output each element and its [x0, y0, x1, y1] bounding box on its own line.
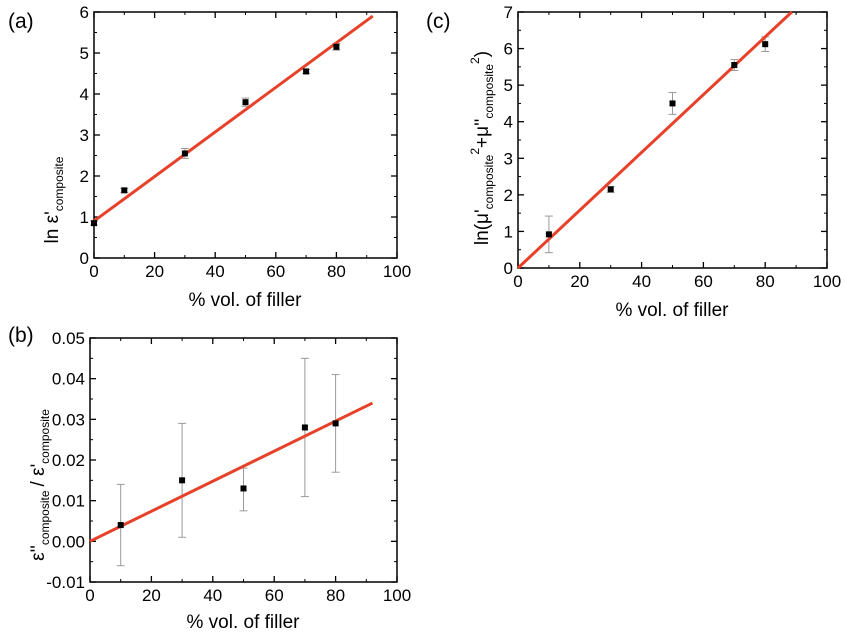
y-axis-label-b: ε''composite/ ε'composite — [28, 409, 52, 561]
y-tick-label: 6 — [504, 40, 513, 59]
x-tick-label: 100 — [813, 272, 841, 291]
y-tick-label: 7 — [504, 3, 513, 22]
panel-label-c: (c) — [426, 10, 451, 33]
x-tick-label: 100 — [383, 262, 411, 281]
fit-line — [93, 14, 374, 223]
data-point — [117, 522, 124, 529]
x-tick-label: 20 — [142, 586, 161, 605]
data-point — [91, 220, 97, 227]
x-tick-label: 0 — [89, 262, 98, 281]
x-tick-label: 80 — [326, 586, 345, 605]
fit-line — [89, 401, 374, 543]
y-tick-label: 1 — [504, 222, 513, 241]
y-tick-label: 2 — [80, 167, 89, 186]
x-tick-label: 100 — [383, 586, 411, 605]
data-point — [181, 150, 188, 157]
y-tick-label: 4 — [80, 85, 89, 104]
data-point — [242, 99, 249, 106]
x-tick-label: 0 — [513, 272, 522, 291]
chart-panel-c: (c) ln(μ'composite2+μ''composite2) % vol… — [426, 3, 841, 321]
y-tick-label: 1 — [80, 208, 89, 227]
x-tick-label: 40 — [203, 586, 222, 605]
x-axis-label-c: % vol. of filler — [616, 300, 730, 321]
y-tick-label: 0.05 — [52, 329, 85, 348]
y-tick-label: 2 — [504, 186, 513, 205]
chart-panel-b: (b) ε''composite/ ε'composite % vol. of … — [8, 324, 411, 633]
x-tick-label: 0 — [85, 586, 94, 605]
data-point — [179, 477, 186, 484]
x-tick-label: 20 — [570, 272, 589, 291]
y-tick-label: 4 — [504, 113, 513, 132]
y-axis-label-c: ln(μ'composite2+μ''composite2) — [468, 51, 496, 245]
data-point — [303, 68, 310, 75]
y-tick-label: 0.01 — [52, 492, 85, 511]
y-tick-label: 5 — [504, 76, 513, 95]
plot-frame-a — [93, 11, 398, 259]
panel-label-a: (a) — [8, 10, 34, 33]
data-point — [332, 420, 339, 427]
data-point — [762, 41, 769, 48]
x-tick-label: 40 — [206, 262, 225, 281]
y-tick-label: -0.01 — [46, 573, 85, 592]
y-tick-label: 0.03 — [52, 410, 85, 429]
data-point — [240, 485, 247, 492]
y-tick-label: 0 — [504, 259, 513, 278]
x-axis-label-a: % vol. of filler — [189, 290, 303, 311]
x-tick-label: 80 — [756, 272, 775, 291]
plot-frame-c — [517, 11, 828, 269]
x-tick-label: 60 — [265, 586, 284, 605]
data-point — [545, 231, 552, 238]
y-tick-label: 5 — [80, 44, 89, 63]
panel-label-b: (b) — [8, 324, 34, 347]
data-point — [121, 187, 128, 194]
x-tick-label: 60 — [266, 262, 285, 281]
x-tick-label: 60 — [694, 272, 713, 291]
plot-frame-b — [89, 337, 398, 583]
x-tick-label: 20 — [145, 262, 164, 281]
y-axis-label-a: ln ε'composite — [42, 156, 66, 243]
data-point — [607, 186, 614, 193]
x-tick-label: 40 — [632, 272, 651, 291]
y-tick-label: 0.00 — [52, 532, 85, 551]
y-tick-label: 6 — [80, 3, 89, 22]
data-point — [731, 62, 738, 69]
x-axis-label-b: % vol. of filler — [187, 612, 301, 633]
data-point — [301, 424, 308, 431]
y-tick-label: 0.02 — [52, 451, 85, 470]
y-tick-label: 3 — [504, 149, 513, 168]
data-point — [669, 100, 676, 107]
data-point — [333, 43, 340, 50]
y-tick-label: 0.04 — [52, 370, 85, 389]
y-tick-label: 0 — [80, 249, 89, 268]
x-tick-label: 80 — [327, 262, 346, 281]
chart-panel-a: (a) ln ε'composite % vol. of filler 0 20 4… — [8, 3, 411, 311]
fit-line — [516, 10, 793, 270]
y-tick-label: 3 — [80, 126, 89, 145]
